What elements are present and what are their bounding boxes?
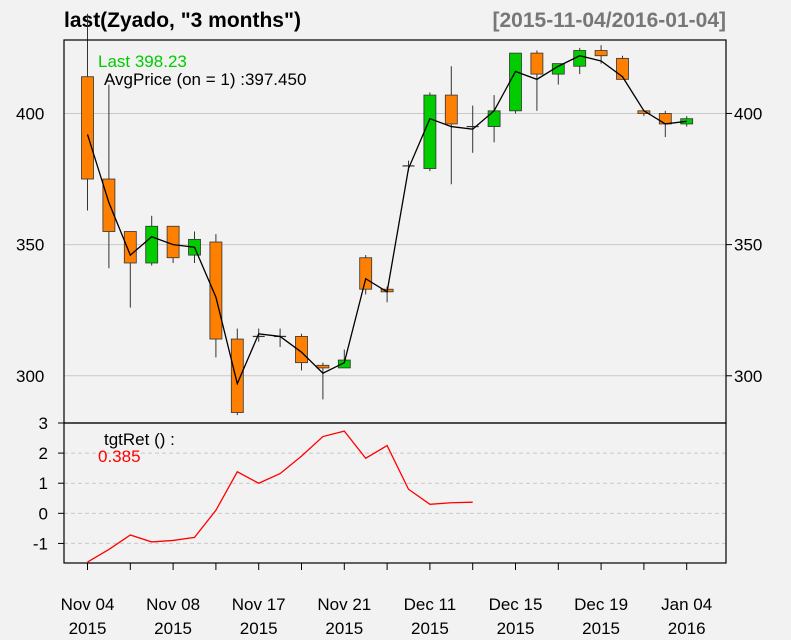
x-label-24-line1: Dec 19 [574, 595, 628, 614]
ret-panel-grid [64, 452, 726, 544]
y-tick-label-right-400: 400 [734, 104, 762, 123]
ret-y-tick-label-3: 2 [39, 444, 48, 463]
candle-body-17 [444, 94, 458, 125]
chart-title: last(Zyado, "3 months") [64, 9, 301, 32]
candle-body-13 [359, 257, 373, 290]
ret-value-label: 0.385 [98, 447, 141, 466]
candle-body-22 [551, 63, 565, 75]
x-label-4-line2: 2015 [154, 619, 192, 638]
candle-body-11 [316, 364, 330, 369]
x-label-8-line2: 2015 [240, 619, 278, 638]
candle-17 [444, 66, 458, 185]
x-label-16-line1: Dec 11 [404, 595, 457, 614]
candle-body-27 [658, 113, 672, 125]
candle-16 [423, 92, 437, 172]
y-tick-label-left-400: 400 [16, 104, 44, 123]
ret-y-tick-label-1: 0 [39, 504, 48, 523]
x-label-12-line2: 2015 [325, 619, 363, 638]
candle-6 [209, 234, 223, 358]
legend-avg-price: AvgPrice (on = 1) :397.450 [104, 70, 306, 89]
avg-price-line [86, 55, 687, 386]
y-tick-label-left-300: 300 [16, 367, 44, 386]
candle-body-1 [102, 178, 116, 232]
y-tick-label-right-300: 300 [734, 367, 762, 386]
candle-body-7 [230, 338, 244, 413]
candle-25 [616, 55, 629, 80]
x-label-28-line2: 2016 [668, 619, 706, 638]
ret-layer [87, 430, 473, 563]
candle-body-20 [509, 52, 522, 112]
avg-price-layer [86, 55, 687, 386]
x-label-20-line1: Dec 15 [489, 595, 543, 614]
ret-panel-y-ticks: -1 0 1 2 3 [33, 414, 64, 553]
x-label-0-line2: 2015 [69, 619, 107, 638]
candle-22 [551, 63, 565, 85]
y-tick-label-left-350: 350 [16, 236, 44, 255]
candle-7 [230, 328, 244, 416]
candle-body-24 [594, 50, 608, 57]
ret-panel-frame [63, 422, 727, 564]
ret-y-tick-label-4: 3 [39, 414, 48, 433]
candle-0 [81, 13, 94, 211]
ret-y-tick-label-2: 1 [39, 474, 48, 493]
ret-y-tick-label-0: -1 [33, 534, 48, 553]
candles-layer [81, 13, 694, 416]
x-label-24-line2: 2015 [582, 619, 620, 638]
candle-body-3 [145, 225, 159, 264]
candle-2 [123, 231, 137, 308]
candle-body-4 [166, 225, 180, 259]
candle-21 [530, 50, 544, 111]
candle-13 [359, 255, 373, 295]
x-label-16-line2: 2015 [411, 619, 449, 638]
candle-body-21 [530, 52, 544, 75]
ret-line [87, 430, 473, 563]
main-panel-y-ticks: 300 300 350 350 400 400 [16, 104, 762, 385]
ret-panel-title: tgtRet () : [104, 430, 175, 449]
x-axis: Nov 04 2015 Nov 08 2015 Nov 17 2015 Nov 21 2015… [61, 563, 712, 638]
legend-last-price: Last 398.23 [98, 52, 187, 71]
candle-body-2 [123, 231, 137, 264]
x-label-28-line1: Jan 04 [661, 595, 712, 614]
candle-23 [573, 47, 587, 75]
y-tick-label-right-350: 350 [734, 236, 762, 255]
candle-body-19 [487, 110, 501, 127]
candle-body-6 [209, 241, 223, 340]
x-label-8-line1: Nov 17 [232, 595, 286, 614]
candle-body-10 [295, 336, 308, 364]
x-label-0-line1: Nov 04 [61, 595, 115, 614]
main-panel-frame [63, 39, 727, 424]
date-range-label: [2015-11-04/2016-01-04] [492, 9, 726, 32]
candle-1 [102, 84, 116, 269]
candle-3 [145, 215, 159, 266]
x-label-12-line1: Nov 21 [317, 595, 371, 614]
x-label-4-line1: Nov 08 [146, 595, 200, 614]
candle-20 [509, 52, 522, 114]
x-label-20-line2: 2015 [497, 619, 535, 638]
candle-body-16 [423, 94, 437, 169]
candle-body-0 [81, 76, 94, 180]
candle-9 [274, 328, 287, 347]
